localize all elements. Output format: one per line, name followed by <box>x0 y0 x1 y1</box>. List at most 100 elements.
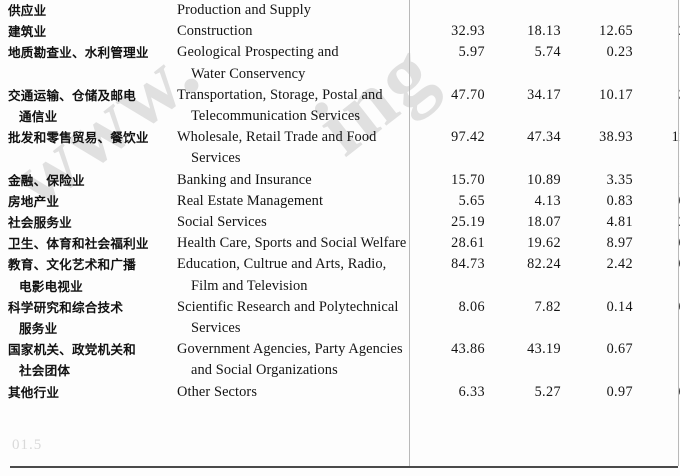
value-cell-col2: 5.74 <box>534 44 561 61</box>
sector-name-english: Construction <box>176 21 417 42</box>
value-cell-col1: 6.33 <box>458 383 485 400</box>
sector-name-english: Production and Supply <box>176 0 417 21</box>
sector-name-chinese: 供应业 <box>0 0 176 21</box>
value-cell-col2: 18.13 <box>527 23 561 40</box>
table-row: 教育、文化艺术和广播 电影电视业 Education, Cultrue and Ar… <box>0 254 680 296</box>
table-row: 批发和零售贸易、餐饮业 Wholesale, Retail Trade and F… <box>0 127 680 169</box>
table-row: 科学研究和综合技术 服务业 Scientific Research and Poly… <box>0 297 680 339</box>
sector-name-english: Education, Cultrue and Arts, Radio, Film … <box>176 254 417 296</box>
value-cell-col4: 2.31 <box>647 212 680 233</box>
sector-name-english-line: Real Estate Management <box>177 192 324 209</box>
value-cell-col1: 5.65 <box>458 192 485 209</box>
sector-name-english-line: Social Services <box>177 214 267 231</box>
value-cell-col1: 8.06 <box>458 298 485 315</box>
sector-name-chinese-line: 建筑业 <box>8 24 47 40</box>
table-row: 建筑业 Construction 32.93 18.13 12.65 2.15 <box>0 21 680 42</box>
value-cell-col3: 0.14 <box>606 298 633 315</box>
value-cell-col1: 5.97 <box>458 44 485 61</box>
value-cell-col2: 19.62 <box>527 235 561 252</box>
sector-name-english: Government Agencies, Party Agencies and S… <box>176 339 417 381</box>
sector-name-chinese-line: 供应业 <box>8 3 47 18</box>
sector-name-chinese-line: 通信业 <box>19 109 58 125</box>
sector-name-english-line: Film and Television <box>191 277 308 294</box>
table-row: 供应业 Production and Supply <box>0 0 680 21</box>
value-cell-col2: 7.82 <box>534 298 561 315</box>
sector-name-chinese: 社会服务业 <box>0 212 176 233</box>
sector-name-english: Transportation, Storage, Postal and Telec… <box>176 85 417 127</box>
sector-name-chinese: 建筑业 <box>0 21 176 42</box>
value-cell-col2: 18.07 <box>527 214 561 231</box>
value-cell-col4: 0.07 <box>647 254 680 296</box>
horizontal-rule-bottom <box>10 466 678 468</box>
value-cell-col1: 43.86 <box>451 341 485 358</box>
value-cell-col3: 0.83 <box>606 192 633 209</box>
sector-name-chinese: 批发和零售贸易、餐饮业 <box>0 127 176 169</box>
value-cell-col1: 32.93 <box>451 23 485 40</box>
value-cell-col3: 0.97 <box>606 383 633 400</box>
value-cell-col1: 84.73 <box>451 256 485 273</box>
table-row: 交通运输、仓储及邮电 通信业 Transportation, Storage, Po… <box>0 85 680 127</box>
sector-name-chinese: 卫生、体育和社会福利业 <box>0 233 176 254</box>
value-cell-col4: 11.15 <box>671 129 680 146</box>
value-cell-col1: 28.61 <box>451 235 485 252</box>
table-row: 国家机关、政党机关和 社会团体 Government Agencies, Party… <box>0 339 680 381</box>
sector-name-chinese: 交通运输、仓储及邮电通信业 <box>0 85 176 127</box>
sector-name-english: Banking and Insurance <box>176 170 417 191</box>
sector-name-english-line: Water Conservency <box>191 65 306 82</box>
sector-name-english: Health Care, Sports and Social Welfare <box>176 233 417 254</box>
watermark-corner-text: 01.5 <box>12 437 43 453</box>
sector-name-english-line: Services <box>191 320 241 337</box>
table-row: 社会服务业 Social Services 25.19 18.07 4.81 2.31 <box>0 212 680 233</box>
value-cell-col3: 0.67 <box>606 341 633 358</box>
value-cell-col1: 15.70 <box>451 171 485 188</box>
sector-name-english-line: Wholesale, Retail Trade and Food <box>177 129 377 146</box>
value-cell-col3: 10.17 <box>599 86 633 103</box>
sector-name-chinese-line: 国家机关、政党机关和 <box>8 342 136 358</box>
value-cell-col4: 1.46 <box>647 170 680 191</box>
statistics-table: 供应业 Production and Supply 建筑业 Construction 3… <box>0 0 680 403</box>
value-cell-col4: 0.69 <box>647 191 680 212</box>
value-cell-col4: 0.02 <box>647 233 680 254</box>
vertical-rule-right <box>678 0 679 466</box>
value-cell-col2 <box>493 0 571 21</box>
sector-name-chinese: 地质勘查业、水利管理业 <box>0 42 176 84</box>
sector-name-chinese-line: 地质勘查业、水利管理业 <box>8 45 149 61</box>
sector-name-english: Other Sectors <box>176 382 417 403</box>
value-cell-col2: 5.27 <box>534 383 561 400</box>
value-cell-col3: 4.81 <box>606 214 633 231</box>
value-cell-col3: 12.65 <box>599 23 633 40</box>
sector-name-english-line: Construction <box>177 23 253 40</box>
sector-name-chinese-line: 科学研究和综合技术 <box>8 299 124 315</box>
sector-name-english: Social Services <box>176 212 417 233</box>
value-cell-col4 <box>647 0 680 21</box>
value-cell-col4 <box>647 42 680 84</box>
sector-name-chinese: 房地产业 <box>0 191 176 212</box>
table-row: 卫生、体育和社会福利业 Health Care, Sports and Socia… <box>0 233 680 254</box>
sector-name-english-line: Health Care, Sports and Social Welfare <box>177 235 407 252</box>
sector-name-chinese-line: 交通运输、仓储及邮电 <box>8 87 136 103</box>
value-cell-col4: 0.09 <box>647 382 680 403</box>
sector-name-chinese: 科学研究和综合技术服务业 <box>0 297 176 339</box>
table-row: 其他行业 Other Sectors 6.33 5.27 0.97 0.09 <box>0 382 680 403</box>
value-cell-col3: 8.97 <box>606 235 633 252</box>
sector-name-english-line: Services <box>191 150 241 167</box>
value-cell-col2: 4.13 <box>534 192 561 209</box>
value-cell-col4: 3.36 <box>647 85 680 127</box>
value-cell-col3: 38.93 <box>599 129 633 146</box>
value-cell-col1: 47.70 <box>451 86 485 103</box>
value-cell-col4 <box>647 339 680 381</box>
vertical-rule-left <box>409 0 410 466</box>
sector-name-english: Geological Prospecting and Water Conserve… <box>176 42 417 84</box>
sector-name-chinese: 教育、文化艺术和广播 电影电视业 <box>0 254 176 296</box>
value-cell-col1: 97.42 <box>451 129 485 146</box>
value-cell-col3: 3.35 <box>606 171 633 188</box>
value-cell-col1 <box>417 0 493 21</box>
sector-name-chinese-line: 服务业 <box>19 321 58 337</box>
sector-name-english-line: and Social Organizations <box>191 362 338 379</box>
table-body: 供应业 Production and Supply 建筑业 Construction 3… <box>0 0 680 403</box>
value-cell-col2: 10.89 <box>527 171 561 188</box>
sector-name-english-line: Geological Prospecting and <box>177 44 339 61</box>
sector-name-english: Wholesale, Retail Trade and Food Services <box>176 127 417 169</box>
sector-name-chinese-line: 社会服务业 <box>8 215 72 231</box>
